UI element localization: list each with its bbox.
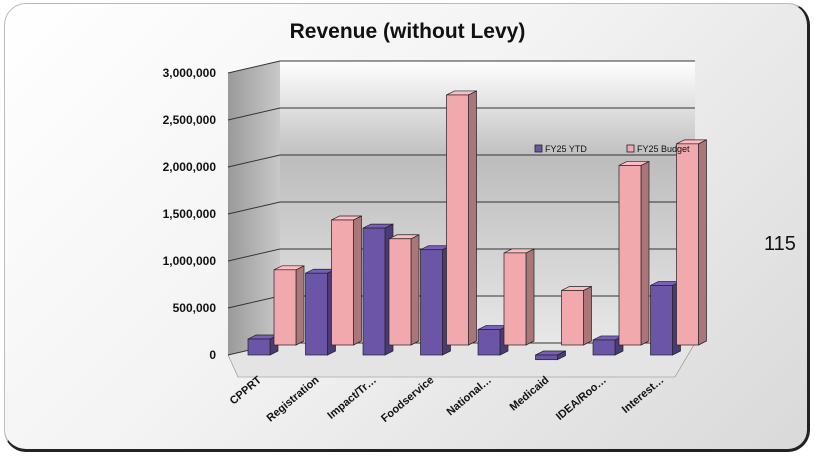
x-category-label: Registration [265,374,322,425]
bar-budget [331,215,362,346]
bar-side [295,265,305,346]
bar-budget [561,285,592,346]
bar-budget [618,160,650,346]
y-tick-label: 2,000,000 [163,160,217,174]
bar-front [446,94,469,346]
bar-side [410,234,420,346]
gridline [227,248,695,262]
bar-front [618,165,642,346]
y-tick-label: 1,500,000 [163,207,217,221]
bar-front [676,143,699,346]
gridline [227,107,695,121]
bar-front [477,329,501,356]
chart-title: Revenue (without Levy) [289,20,526,43]
bar-ytd [477,325,509,356]
x-category-label: Impact/Tr… [325,374,379,422]
bar-front [331,219,354,346]
bar-front [388,238,412,346]
x-category-label: Interest… [620,374,667,416]
legend-swatch [534,144,543,153]
bar-side [468,90,477,346]
gridline [227,201,695,215]
x-category-label: CPPRT [228,374,264,407]
floor [227,342,696,378]
bar-ytd [535,350,566,361]
bar-budget [388,234,420,346]
bar-front [247,338,271,356]
gridline [227,154,695,168]
bar-front [535,354,558,361]
bar-ytd [420,245,451,356]
gridline [227,60,695,74]
x-category-label: Medicaid [508,374,552,413]
bar-ytd [247,334,279,356]
bar-side [583,285,592,346]
page-number: 115 [764,233,796,255]
bar-budget [676,139,707,346]
x-category-label: National… [445,374,494,418]
y-tick-label: 0 [209,348,216,362]
y-tick-label: 2,500,000 [163,113,217,127]
bar-front [592,339,616,356]
bar-front [650,285,673,356]
bar-side [698,139,707,346]
bar-front [305,272,328,356]
legend-label: FY25 Budget [637,144,690,154]
bar-front [420,249,443,356]
bar-budget [503,248,535,346]
bar-front [362,227,386,356]
bar-ytd [362,223,394,356]
legend-swatch [626,144,635,153]
bar-front [561,290,584,346]
bar-budget [273,265,305,346]
x-category-label: IDEA/Roo… [554,374,609,423]
bar-ytd [305,268,336,356]
bar-ytd [650,280,681,356]
bar-side [640,160,650,346]
bar-front [503,252,527,346]
bar-side [525,248,535,346]
y-tick-label: 500,000 [173,301,217,315]
bar-ytd [592,335,624,356]
x-category-label: Foodservice [379,374,436,425]
bar-budget [446,90,477,346]
y-tick-label: 1,000,000 [163,254,217,268]
bar-front [273,269,297,346]
legend-label: FY25 YTD [545,144,587,154]
y-tick-label: 3,000,000 [163,66,217,80]
bar-side [353,215,362,346]
